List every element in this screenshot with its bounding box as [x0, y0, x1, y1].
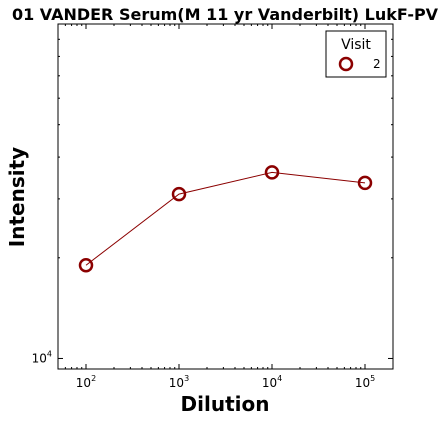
x-tick-label: 103 — [169, 374, 189, 390]
plot-area — [57, 23, 394, 370]
legend-marker — [338, 56, 354, 72]
data-point — [171, 186, 187, 202]
x-axis: 102 103 104 105 — [64, 24, 375, 390]
data-point — [264, 165, 280, 180]
y-axis: 104 — [32, 38, 393, 365]
x-axis-label: Dilution — [181, 392, 270, 416]
legend-box — [325, 30, 387, 78]
data-point — [78, 257, 94, 273]
series-layer — [78, 165, 373, 273]
x-tick-label: 104 — [262, 374, 282, 390]
series-line — [85, 171, 366, 266]
x-tick-label: 105 — [355, 374, 375, 390]
y-axis-label: Intensity — [5, 147, 29, 247]
legend-title: Visit — [341, 37, 371, 53]
chart-title: 01 VANDER Serum(M 11 yr Vanderbilt) LukF… — [12, 5, 439, 24]
legend-entry-label: 2 — [373, 57, 381, 71]
data-point — [357, 175, 373, 191]
x-tick-label: 102 — [76, 374, 96, 390]
y-tick-label: 104 — [32, 349, 52, 365]
legend: Visit 2 — [325, 30, 387, 78]
